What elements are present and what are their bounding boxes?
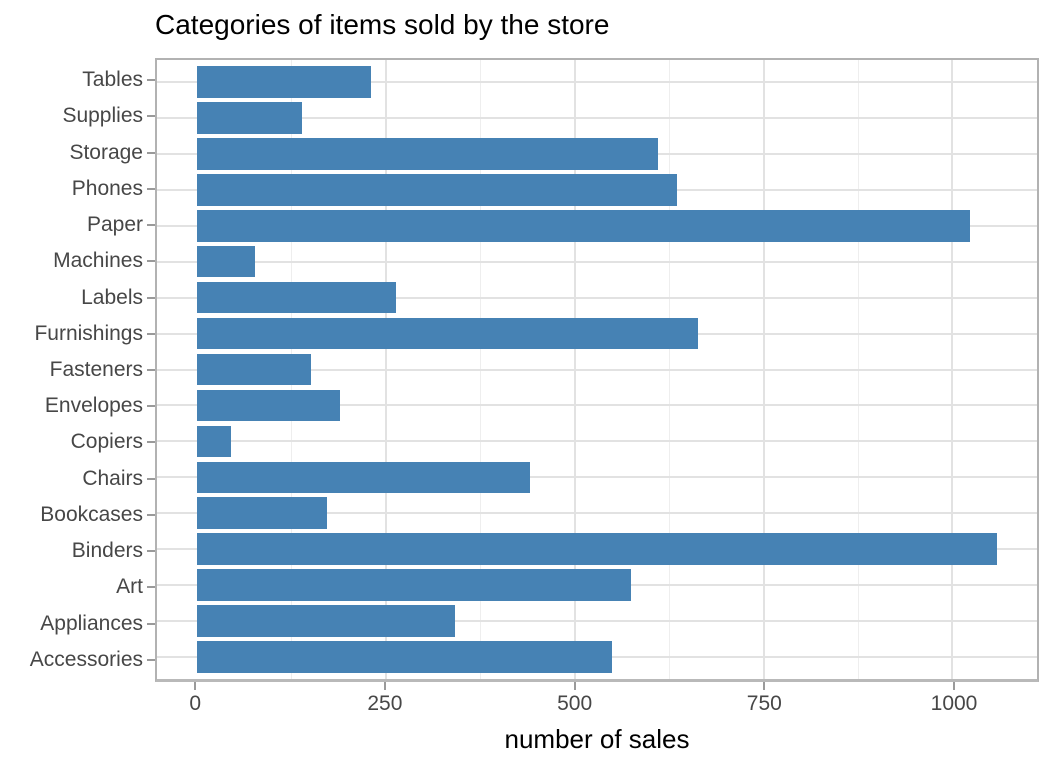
y-axis-label: Fasteners bbox=[49, 357, 143, 381]
x-axis-title: number of sales bbox=[504, 724, 690, 754]
y-tick-mark bbox=[147, 260, 155, 263]
y-axis-label: Machines bbox=[53, 249, 143, 273]
y-tick-mark bbox=[147, 79, 155, 82]
bar-accessories bbox=[197, 641, 612, 673]
x-tick-mark bbox=[763, 682, 766, 690]
y-axis-label: Chairs bbox=[82, 466, 143, 490]
y-tick-mark bbox=[147, 622, 155, 625]
bar-fasteners bbox=[197, 353, 312, 386]
bar-furnishings bbox=[197, 317, 698, 350]
x-tick-mark bbox=[383, 682, 386, 690]
bar-binders bbox=[197, 533, 997, 566]
chart-title: Categories of items sold by the store bbox=[155, 9, 610, 40]
y-tick-mark bbox=[147, 513, 155, 516]
category-gridline bbox=[157, 368, 1037, 371]
y-axis-label: Furnishings bbox=[34, 321, 143, 345]
y-axis-label: Bookcases bbox=[40, 502, 143, 526]
y-axis-label: Envelopes bbox=[44, 394, 143, 418]
x-tick-label: 1000 bbox=[930, 692, 978, 715]
x-tick-mark bbox=[573, 682, 576, 690]
y-axis-label: Supplies bbox=[62, 104, 143, 128]
x-tick-mark bbox=[194, 682, 197, 690]
y-tick-mark bbox=[147, 187, 155, 190]
y-tick-mark bbox=[147, 115, 155, 118]
bars-layer bbox=[157, 64, 1037, 675]
bar-tables bbox=[197, 66, 371, 98]
bar-appliances bbox=[197, 605, 455, 637]
category-gridline bbox=[157, 80, 1037, 83]
y-tick-mark bbox=[147, 441, 155, 444]
y-tick-mark bbox=[147, 550, 155, 553]
x-tick-label: 750 bbox=[746, 692, 782, 715]
bar-art bbox=[197, 569, 631, 601]
y-tick-mark bbox=[147, 658, 155, 661]
y-axis-label: Labels bbox=[81, 285, 143, 309]
y-axis-label: Tables bbox=[82, 68, 143, 92]
category-gridline bbox=[157, 476, 1037, 479]
y-tick-mark bbox=[147, 477, 155, 480]
y-tick-mark bbox=[147, 296, 155, 299]
y-axis-label: Storage bbox=[69, 140, 143, 164]
plot-panel bbox=[155, 58, 1039, 682]
x-tick-mark bbox=[953, 682, 955, 690]
y-axis-label: Appliances bbox=[40, 611, 143, 635]
y-axis-label: Art bbox=[116, 575, 143, 599]
y-axis-labels: Tables Supplies Storage Phones Paper Machines… bbox=[0, 58, 143, 682]
x-axis-tick-marks bbox=[155, 682, 1039, 690]
bar-storage bbox=[197, 138, 658, 170]
y-tick-mark bbox=[147, 405, 155, 408]
y-axis-label: Binders bbox=[71, 539, 143, 563]
y-axis-label: Copiers bbox=[70, 430, 143, 454]
category-gridline bbox=[157, 296, 1037, 299]
bar-machines bbox=[197, 245, 256, 278]
bar-paper bbox=[197, 209, 970, 242]
y-tick-mark bbox=[147, 151, 155, 154]
x-tick-label: 0 bbox=[189, 692, 202, 715]
x-tick-label: 500 bbox=[557, 692, 593, 715]
y-axis-label: Accessories bbox=[29, 647, 143, 671]
category-gridline bbox=[157, 260, 1037, 263]
bar-supplies bbox=[197, 102, 303, 134]
y-axis-tick-marks bbox=[147, 62, 155, 678]
y-tick-mark bbox=[147, 586, 155, 589]
bar-copiers bbox=[197, 425, 232, 458]
category-gridline bbox=[157, 404, 1037, 407]
x-axis-tick-labels: 0 250 500 750 1000 bbox=[155, 692, 1039, 718]
category-gridline bbox=[157, 440, 1037, 443]
category-gridline bbox=[157, 620, 1037, 623]
y-tick-mark bbox=[147, 332, 155, 335]
y-tick-mark bbox=[147, 224, 155, 227]
y-tick-mark bbox=[147, 369, 155, 371]
bar-phones bbox=[197, 173, 678, 206]
y-axis-label: Paper bbox=[86, 213, 143, 237]
x-tick-label: 250 bbox=[367, 692, 403, 715]
bar-envelopes bbox=[197, 389, 340, 422]
y-axis-label: Phones bbox=[71, 176, 143, 200]
bar-chairs bbox=[197, 461, 531, 494]
bar-labels bbox=[197, 281, 397, 314]
category-gridline bbox=[157, 512, 1037, 515]
category-gridline bbox=[157, 116, 1037, 119]
bar-bookcases bbox=[197, 497, 327, 530]
